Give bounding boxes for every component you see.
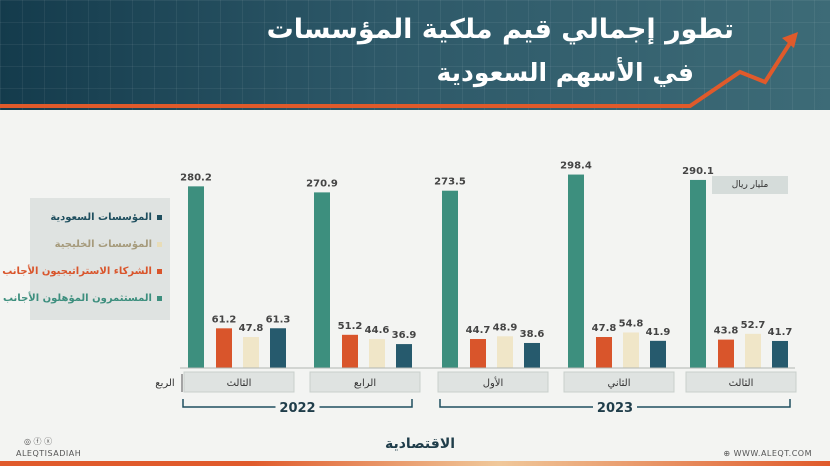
bar-4-q5	[772, 340, 788, 368]
bar-1-q2	[314, 192, 330, 368]
bar-4-q3	[524, 342, 540, 368]
bar-3-q3	[470, 339, 486, 368]
data-label-1-q5: 290.1	[682, 166, 714, 177]
year-label-bg-1	[275, 398, 320, 416]
bar-2-q1	[243, 337, 259, 368]
legend-label-qualified: المستثمرون المؤهلون الأجانب	[2, 293, 152, 304]
legend-swatch-qualified	[157, 295, 162, 301]
legend-swatch-strategic	[157, 268, 162, 274]
legend-item-saudi: المؤسسات السعودية	[50, 212, 162, 223]
data-label-2-q4: 54.8	[619, 318, 644, 329]
legend-item-qualified: المستثمرون المؤهلون الأجانب	[3, 293, 162, 304]
data-label-3-q1: 61.2	[212, 314, 237, 325]
quarter-box-q2	[309, 371, 421, 393]
quarter-label-q3: الأول	[483, 376, 504, 389]
unit-label: مليار ريال	[712, 176, 788, 194]
data-label-4-q4: 41.9	[646, 327, 671, 338]
quarter-box-q5	[685, 371, 797, 393]
instagram-icon: ◎	[24, 437, 31, 446]
bar-4-q1	[270, 328, 286, 368]
legend-swatch-saudi	[157, 214, 162, 220]
page-title: تطور إجمالي قيم ملكية المؤسسات	[266, 14, 734, 45]
legend: المؤسسات السعودية المؤسسات الخليجية الشر…	[2, 198, 170, 320]
data-label-3-q5: 43.8	[714, 326, 739, 337]
header-grid-decoration	[0, 0, 830, 110]
header-banner: تطور إجمالي قيم ملكية المؤسسات في الأسهم…	[0, 0, 830, 110]
legend-item-strategic: الشركاء الاستراتيجيون الأجانب	[2, 266, 162, 277]
data-label-2-q2: 44.6	[365, 325, 390, 336]
data-label-4-q2: 36.9	[392, 330, 417, 341]
social-handle: ALEQTISADIAH	[16, 449, 82, 458]
bar-3-q5	[718, 339, 734, 368]
bar-4-q4	[650, 340, 666, 368]
footer-accent-bar	[0, 461, 830, 466]
quarter-box-q1	[183, 371, 295, 393]
legend-label-strategic: الشركاء الاستراتيجيون الأجانب	[2, 266, 152, 277]
bar-1-q5	[690, 179, 706, 368]
quarter-label-q5: الثالث	[729, 378, 754, 389]
bar-1-q4	[568, 174, 584, 368]
quarter-label-q2: الرابع	[354, 378, 376, 389]
data-label-2-q1: 47.8	[239, 323, 264, 334]
bar-2-q4	[623, 332, 639, 368]
bar-2-q2	[369, 339, 385, 368]
bar-2-q5	[745, 333, 761, 368]
globe-icon: ⊕	[723, 449, 734, 458]
data-label-2-q5: 52.7	[741, 320, 766, 331]
brand-logo: الاقتصادية	[384, 436, 456, 452]
bar-3-q4	[596, 337, 612, 368]
year-label-2: 2023	[597, 401, 633, 416]
legend-item-gulf: المؤسسات الخليجية	[55, 239, 162, 250]
social-icons: ◎ ⓕ ⓧ	[24, 436, 52, 447]
data-label-1-q4: 298.4	[560, 161, 592, 172]
website-text: WWW.ALEQT.COM	[733, 449, 812, 458]
website-link: ⊕ WWW.ALEQT.COM	[723, 449, 812, 458]
data-label-1-q2: 270.9	[306, 178, 338, 189]
facebook-icon: ⓕ	[33, 437, 42, 446]
bar-1-q1	[188, 186, 204, 368]
quarter-label-q4: الثاني	[607, 378, 630, 389]
legend-label-saudi: المؤسسات السعودية	[50, 212, 152, 223]
data-label-2-q3: 48.9	[493, 322, 518, 333]
data-label-3-q4: 47.8	[592, 323, 617, 334]
legend-swatch-gulf	[157, 241, 162, 247]
data-label-4-q5: 41.7	[768, 327, 793, 338]
quarter-label-q1: الثالث	[227, 378, 252, 389]
data-label-4-q3: 38.6	[520, 329, 545, 340]
data-label-3-q3: 44.7	[466, 325, 491, 336]
data-label-1-q3: 273.5	[434, 177, 466, 188]
legend-label-gulf: المؤسسات الخليجية	[54, 239, 152, 250]
quarter-box-q3	[437, 371, 549, 393]
data-label-3-q2: 51.2	[338, 321, 363, 332]
bar-3-q2	[342, 334, 358, 368]
page-subtitle: في الأسهم السعودية	[436, 58, 694, 87]
bar-4-q2	[396, 344, 412, 368]
year-label-1: 2022	[279, 401, 315, 416]
quarter-axis-label: الربع	[155, 378, 174, 389]
x-icon: ⓧ	[44, 437, 53, 446]
bar-1-q3	[442, 190, 458, 368]
quarter-box-q4	[563, 371, 675, 393]
bar-3-q1	[216, 328, 232, 368]
trend-arrow-icon	[0, 32, 798, 108]
bar-2-q3	[497, 336, 513, 368]
year-label-bg-2	[593, 398, 637, 416]
data-label-1-q1: 280.2	[180, 172, 212, 183]
data-label-4-q1: 61.3	[266, 314, 291, 325]
